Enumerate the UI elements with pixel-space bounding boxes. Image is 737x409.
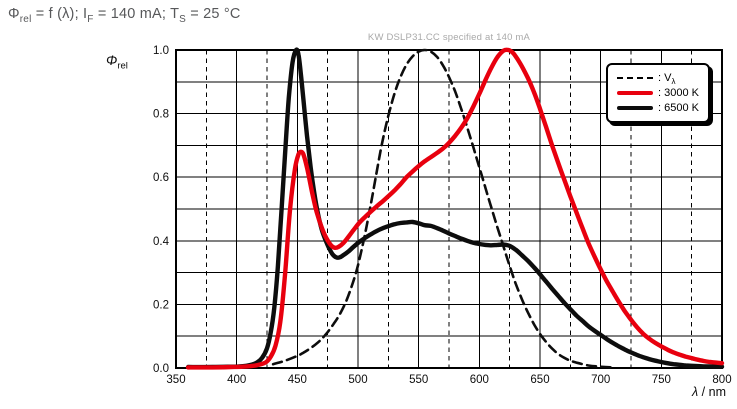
- x-axis-unit: / nm: [698, 385, 726, 399]
- x-axis-title: λ / nm: [626, 385, 726, 399]
- title-part3: = 25 °C: [186, 6, 241, 22]
- title-phi: Φ: [8, 6, 20, 22]
- vlambda-dashed-line-sample: [617, 77, 653, 79]
- x-tick-label: 600: [470, 374, 489, 386]
- curve-vλ: [271, 48, 615, 369]
- x-tick-label: 800: [712, 374, 731, 386]
- legend-row-vlambda: : Vλ: [608, 71, 708, 87]
- x-tick-label: 550: [409, 374, 428, 386]
- legend-row-6500k: : 6500 K: [608, 101, 708, 115]
- x-tick-label: 750: [652, 374, 671, 386]
- title-if-sub: F: [87, 13, 94, 25]
- x-tick-label: 450: [288, 374, 307, 386]
- x-tick-label: 400: [227, 374, 246, 386]
- curve-3000k: [185, 47, 725, 370]
- x-tick-label: 700: [591, 374, 610, 386]
- y-axis-title: Φrel: [106, 53, 128, 71]
- title-part1: = f (λ); I: [31, 6, 88, 22]
- y-tick-label: 0.0: [153, 363, 169, 375]
- y-axis-phi: Φ: [106, 53, 118, 68]
- black-line-sample: [617, 106, 653, 110]
- watermark-text: KW DSLP31.CC specified at 140 mA: [367, 32, 531, 43]
- x-tick-label: 650: [530, 374, 549, 386]
- title-part2: = 140 mA; T: [93, 6, 180, 22]
- legend-box: : Vλ : 3000 K : 6500 K: [606, 63, 710, 123]
- page-title: Φrel = f (λ); IF = 140 mA; TS = 25 °C: [8, 6, 241, 25]
- title-phi-sub: rel: [19, 13, 32, 25]
- y-tick-label: 0.2: [153, 299, 169, 311]
- plot-frame: [175, 49, 723, 369]
- legend-label-6500k: : 6500 K: [658, 102, 699, 114]
- curve-6500k: [185, 47, 725, 370]
- x-tick-label: 350: [166, 374, 185, 386]
- title-ts-sub: S: [179, 13, 187, 25]
- legend-label-vlambda: : Vλ: [658, 72, 676, 87]
- y-axis-phi-sub: rel: [117, 60, 128, 72]
- y-tick-label: 0.4: [153, 236, 170, 248]
- x-tick-label: 500: [348, 374, 367, 386]
- y-tick-label: 0.6: [153, 172, 169, 184]
- legend-label-3000k: : 3000 K: [658, 87, 699, 99]
- x-axis-lambda: λ: [692, 385, 699, 399]
- red-line-sample: [617, 91, 653, 95]
- legend-row-3000k: : 3000 K: [608, 86, 708, 100]
- y-tick-label: 1.0: [153, 45, 169, 57]
- y-tick-label: 0.8: [153, 109, 169, 121]
